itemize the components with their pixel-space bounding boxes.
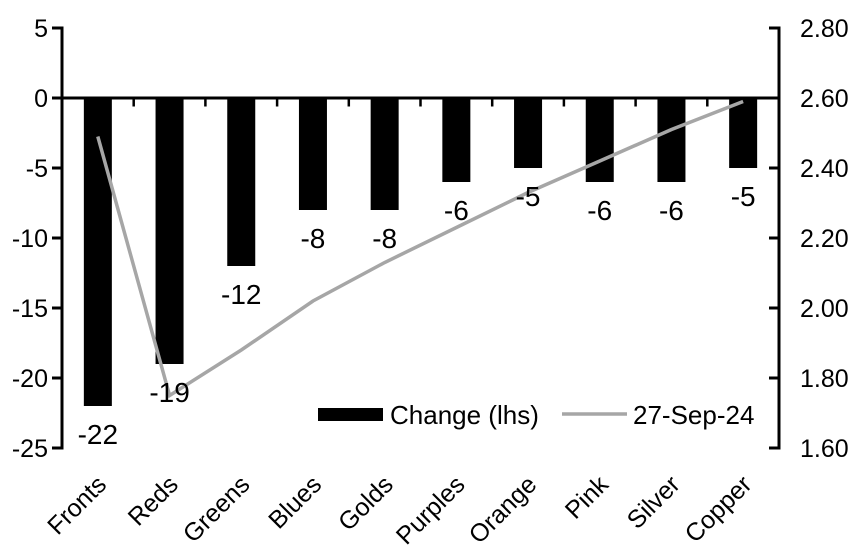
bar-data-label: -19 (149, 377, 189, 408)
right-axis-tick-label: 2.40 (800, 155, 849, 183)
data-labels: -22 -19 -12 -8 -8 -6 -5 -6 -6 -5 (78, 181, 756, 450)
bar (83, 98, 112, 406)
right-axis-tick-label: 2.20 (800, 225, 849, 253)
bar-series (83, 98, 758, 406)
bar (155, 98, 184, 364)
right-axis-tick-label: 2.80 (800, 15, 849, 43)
bar-data-label: -8 (372, 223, 397, 254)
bar-data-label: -12 (221, 279, 261, 310)
category-label: Blues (263, 470, 327, 534)
bar-data-label: -5 (516, 181, 541, 212)
right-axis-tick-label: 1.60 (800, 435, 849, 463)
bar-data-label: -22 (78, 419, 118, 450)
bar-data-label: -6 (444, 195, 469, 226)
bar-data-label: -8 (300, 223, 325, 254)
bar-data-label: -6 (659, 195, 684, 226)
category-label: Copper (680, 470, 758, 548)
bar (514, 98, 543, 168)
legend: Change (lhs) 27-Sep-24 (318, 400, 754, 430)
left-axis-tick-label: 5 (34, 15, 48, 43)
left-axis-tick-label: -25 (12, 435, 48, 463)
bar (729, 98, 758, 168)
left-axis-tick-label: -5 (26, 155, 48, 183)
category-label: Fronts (42, 470, 112, 540)
bar (585, 98, 614, 182)
right-axis-tick-label: 2.60 (800, 85, 849, 113)
left-axis-tick-label: -15 (12, 295, 48, 323)
bar (442, 98, 471, 182)
bar (298, 98, 327, 210)
left-axis-tick-label: -10 (12, 225, 48, 253)
category-label: Golds (333, 470, 399, 536)
right-axis-tick-label: 2.00 (800, 295, 849, 323)
category-label: Greens (178, 470, 256, 548)
legend-line-label: 27-Sep-24 (633, 400, 754, 430)
left-axis-tick-label: 0 (34, 85, 48, 113)
left-axis-tick-label: -20 (12, 365, 48, 393)
line-series-path (96, 99, 744, 399)
bar (657, 98, 686, 182)
legend-bar-swatch (318, 408, 383, 421)
bar (370, 98, 399, 210)
category-label: Pink (560, 470, 615, 525)
bar-data-label: -5 (731, 181, 756, 212)
line-series (96, 99, 744, 399)
category-label: Silver (622, 470, 686, 534)
category-label: Reds (123, 470, 184, 531)
category-label: Orange (464, 470, 543, 549)
right-axis-tick-label: 1.80 (800, 365, 849, 393)
category-label: Purples (391, 470, 471, 550)
legend-bar-label: Change (lhs) (390, 400, 539, 430)
bar (227, 98, 256, 266)
bar-data-label: -6 (587, 195, 612, 226)
